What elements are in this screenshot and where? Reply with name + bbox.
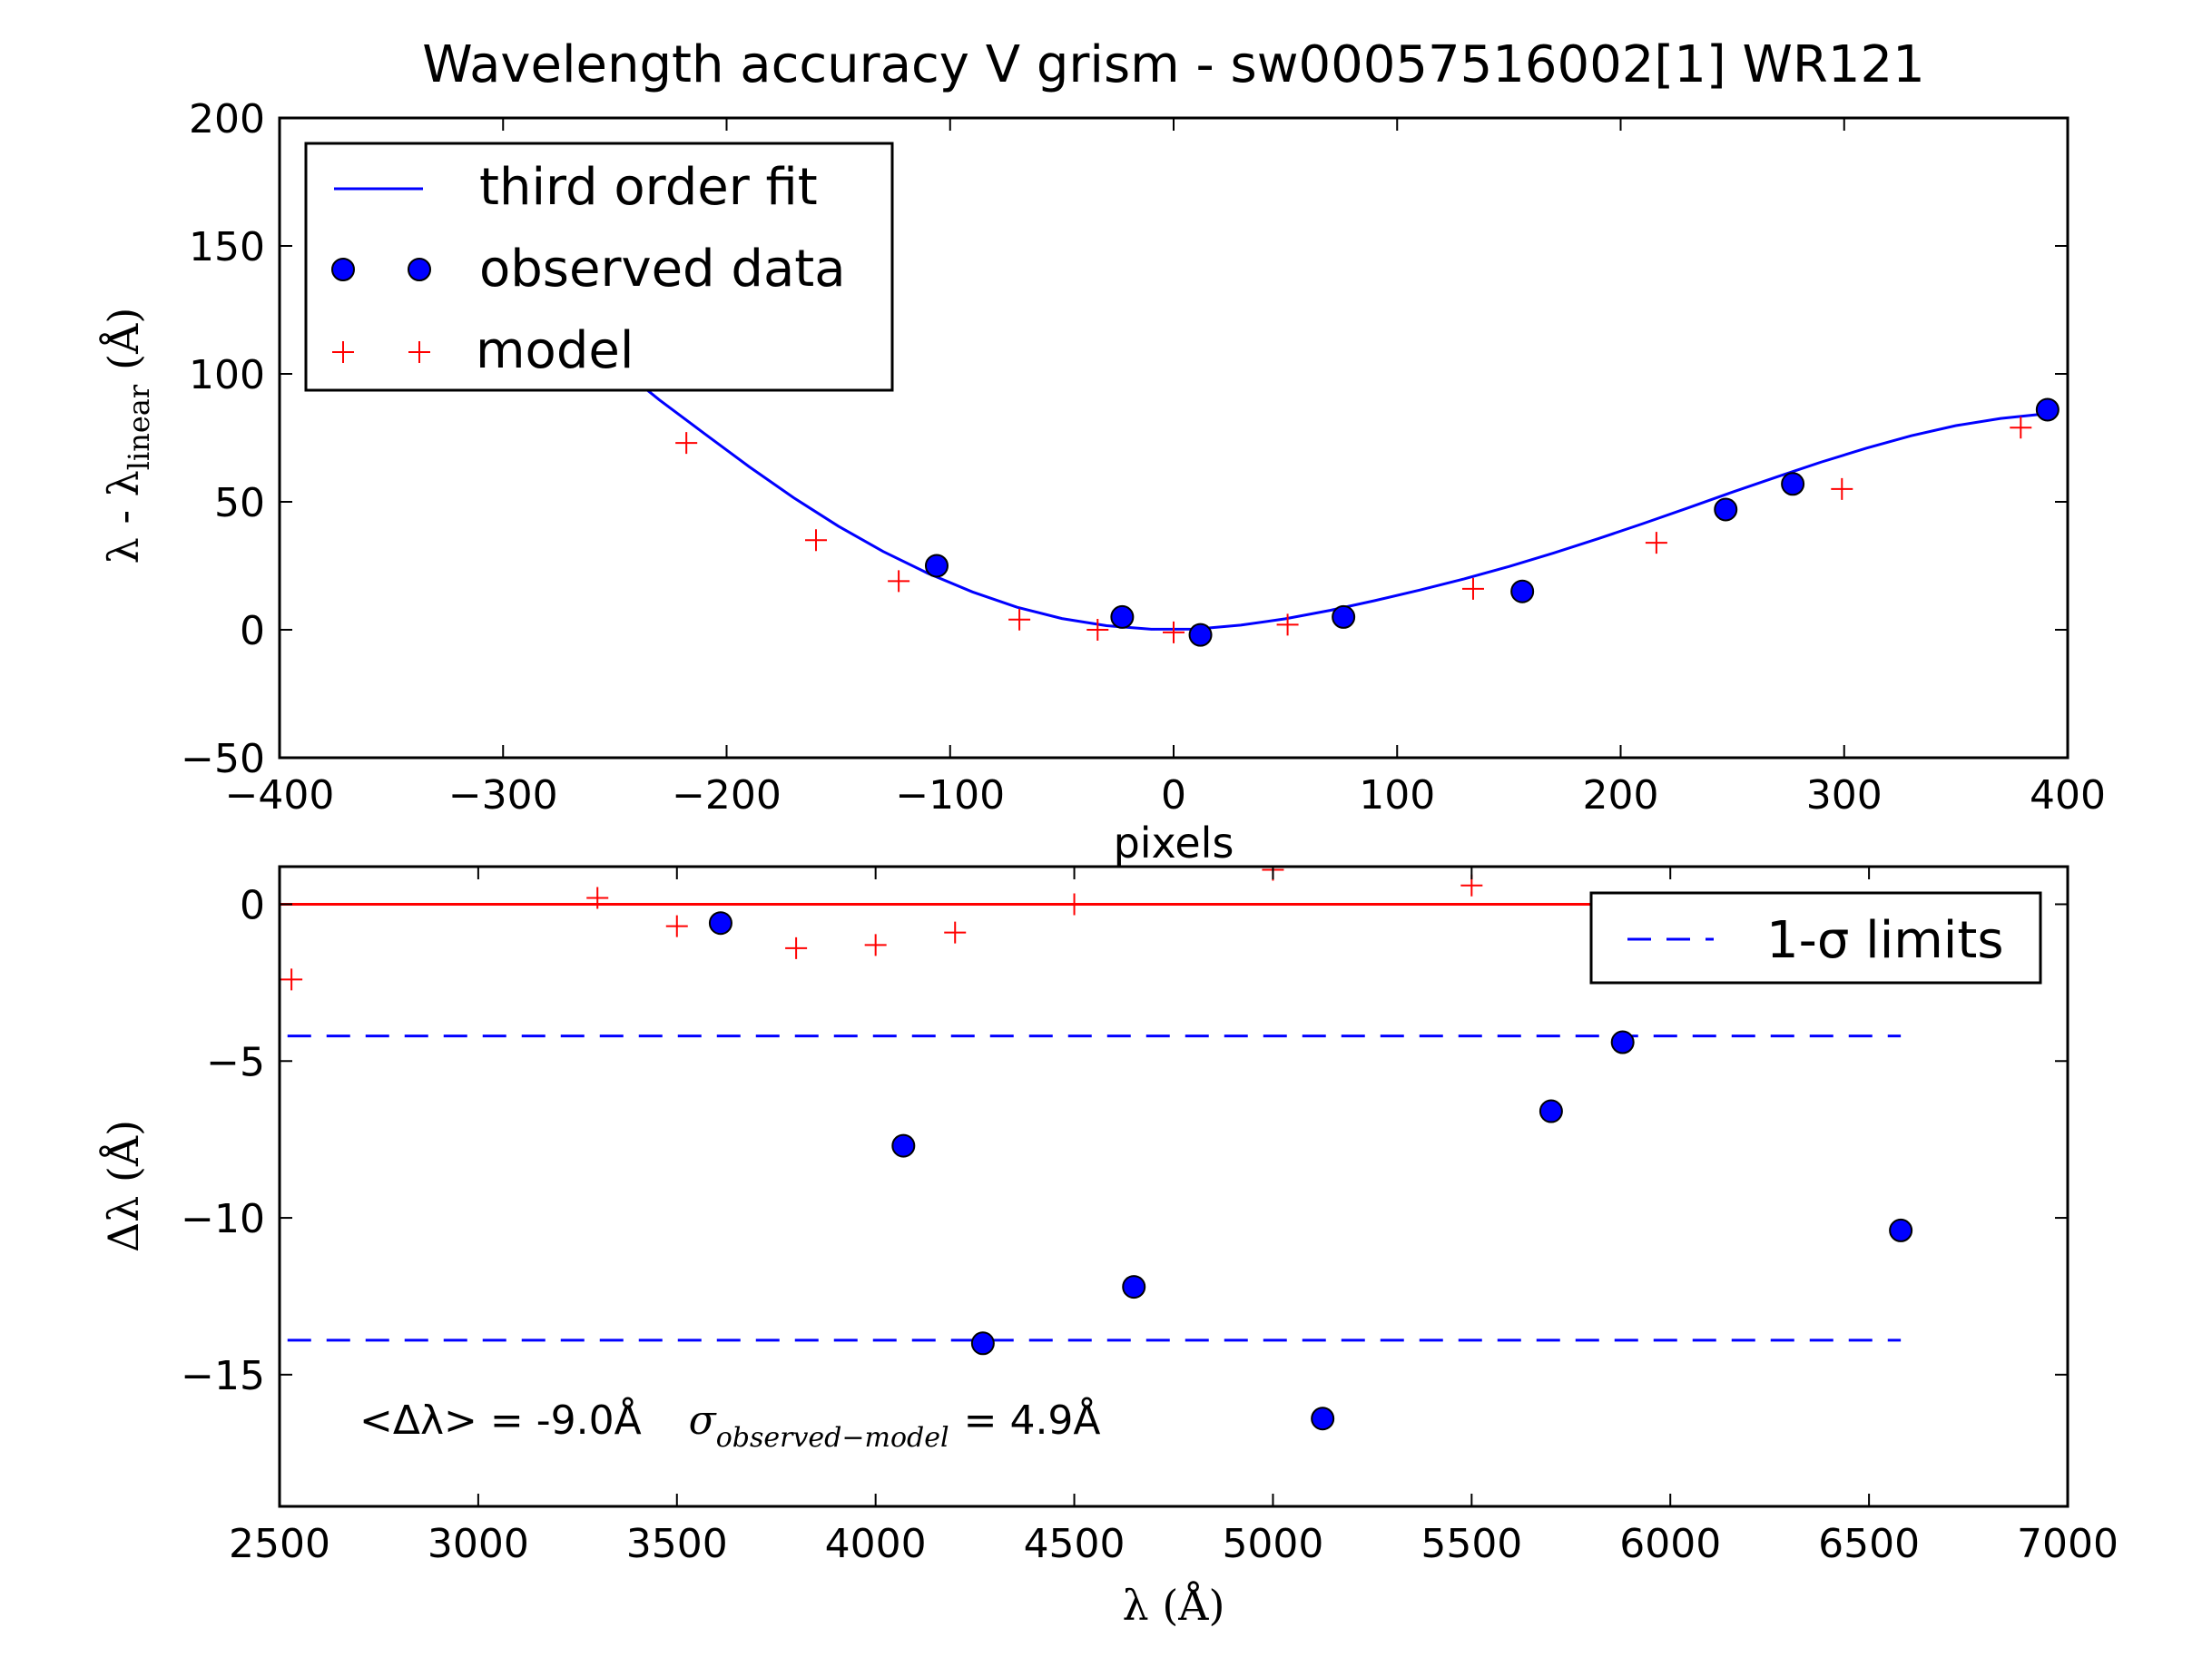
- legend-label-fit: third order fit: [479, 158, 818, 217]
- x-tick-label: 3000: [428, 1521, 529, 1567]
- y-tick-label: −50: [181, 736, 265, 782]
- observed-point: [1714, 497, 1738, 522]
- x-tick-label: 4500: [1024, 1521, 1126, 1567]
- top-plot: Wavelength accuracy V grism - sw00057516…: [98, 35, 2106, 868]
- model-point: [1008, 608, 1031, 631]
- y-tick-label: −5: [206, 1039, 265, 1085]
- y-tick-label: 100: [189, 352, 265, 398]
- x-tick-label: 3500: [626, 1521, 728, 1567]
- x-tick-label: 100: [1359, 772, 1435, 819]
- top-legend: third order fit observed data model: [304, 142, 894, 392]
- model-point: [805, 529, 827, 552]
- model-point: [1831, 477, 1853, 500]
- y-axis-label: λ - λlinear(Å): [98, 308, 156, 564]
- x-tick-label: 5000: [1222, 1521, 1323, 1567]
- chart-title: Wavelength accuracy V grism - sw00057516…: [422, 35, 1924, 94]
- observed-point: [1889, 1218, 1913, 1242]
- x-tick-label: 5500: [1421, 1521, 1522, 1567]
- x-tick-label: 6000: [1619, 1521, 1721, 1567]
- model-point: [1163, 621, 1185, 643]
- model-point: [1086, 619, 1109, 641]
- stats-annotation: <Δλ> = -9.0Å σobserved−model = 4.9Å: [359, 1396, 1101, 1454]
- x-tick-label: 200: [1583, 772, 1659, 819]
- y-tick-label: 0: [240, 608, 265, 654]
- x-tick-label: 6500: [1818, 1521, 1920, 1567]
- sigma-subscript: observed−model: [716, 1422, 949, 1454]
- model-point: [1645, 532, 1667, 554]
- bottom-plot: 2500 3000 3500 4000 4500 5000 5500 6000 6500 7000…: [98, 865, 2119, 1630]
- y-tick-label: 50: [214, 480, 265, 526]
- x-axis-label: λ (Å): [1123, 1580, 1225, 1630]
- observed-point: [1539, 1099, 1563, 1123]
- x-tick-label: −200: [672, 772, 782, 819]
- observed-point: [1311, 1407, 1335, 1431]
- x-tick-label: 7000: [2017, 1521, 2119, 1567]
- legend-plus-marker: [332, 341, 430, 363]
- legend-circle-marker: [331, 258, 355, 281]
- legend-label-model: model: [476, 321, 634, 380]
- fit-curve: [569, 334, 2046, 631]
- model-point: [944, 921, 967, 944]
- sigma-text: = 4.9Å: [964, 1396, 1101, 1444]
- observed-point: [2035, 397, 2060, 422]
- sigma-symbol: σ: [689, 1397, 718, 1444]
- observed-point: [1610, 1030, 1635, 1054]
- model-point: [675, 432, 698, 455]
- model-point: [280, 968, 303, 991]
- model-point: [586, 887, 609, 909]
- observed-point: [708, 911, 732, 936]
- y-tick-label: 0: [240, 882, 265, 928]
- x-tick-label: −100: [895, 772, 1005, 819]
- observed-point: [891, 1133, 916, 1158]
- legend-box: [304, 142, 894, 392]
- y-tick-label: −15: [181, 1353, 265, 1399]
- observed-point: [1510, 579, 1535, 603]
- x-tick-label: −300: [448, 772, 558, 819]
- y-tick-label: 200: [189, 96, 265, 142]
- x-tick-label: −400: [225, 772, 335, 819]
- bottom-legend: 1-σ limits: [1589, 891, 2042, 985]
- legend-label-observed: observed data: [479, 240, 846, 299]
- observed-point: [1781, 472, 1805, 496]
- x-tick-label: 400: [2030, 772, 2106, 819]
- x-tick-label: 300: [1806, 772, 1883, 819]
- x-tick-label: 0: [1161, 772, 1186, 819]
- legend-circle-marker: [408, 258, 431, 281]
- x-tick-label: 2500: [229, 1521, 330, 1567]
- mean-text: <Δλ> = -9.0Å: [359, 1396, 642, 1444]
- observed-point: [1122, 1275, 1146, 1299]
- model-point: [1063, 893, 1086, 916]
- model-point: [864, 934, 887, 956]
- observed-point: [1188, 623, 1213, 647]
- y-axis-label: Δλ (Å): [98, 1120, 148, 1252]
- bottom-plot-frame: [278, 865, 2069, 1508]
- observed-point: [1332, 604, 1356, 629]
- model-point: [2010, 417, 2032, 439]
- observed-point: [1110, 604, 1135, 629]
- x-tick-label: 4000: [825, 1521, 927, 1567]
- legend-label-limits: 1-σ limits: [1766, 911, 2004, 970]
- observed-point: [924, 554, 949, 578]
- x-axis-label: pixels: [1114, 819, 1234, 868]
- model-point: [785, 936, 808, 959]
- model-point: [1461, 577, 1484, 600]
- model-point: [665, 915, 688, 937]
- y-tick-label: 150: [189, 224, 265, 270]
- model-point: [888, 570, 910, 593]
- legend-box: [1589, 891, 2042, 985]
- model-point: [1276, 613, 1299, 636]
- y-tick-label: −10: [181, 1196, 265, 1242]
- observed-point: [970, 1331, 995, 1356]
